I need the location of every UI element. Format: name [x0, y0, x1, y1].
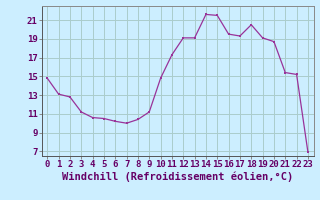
X-axis label: Windchill (Refroidissement éolien,°C): Windchill (Refroidissement éolien,°C) — [62, 172, 293, 182]
